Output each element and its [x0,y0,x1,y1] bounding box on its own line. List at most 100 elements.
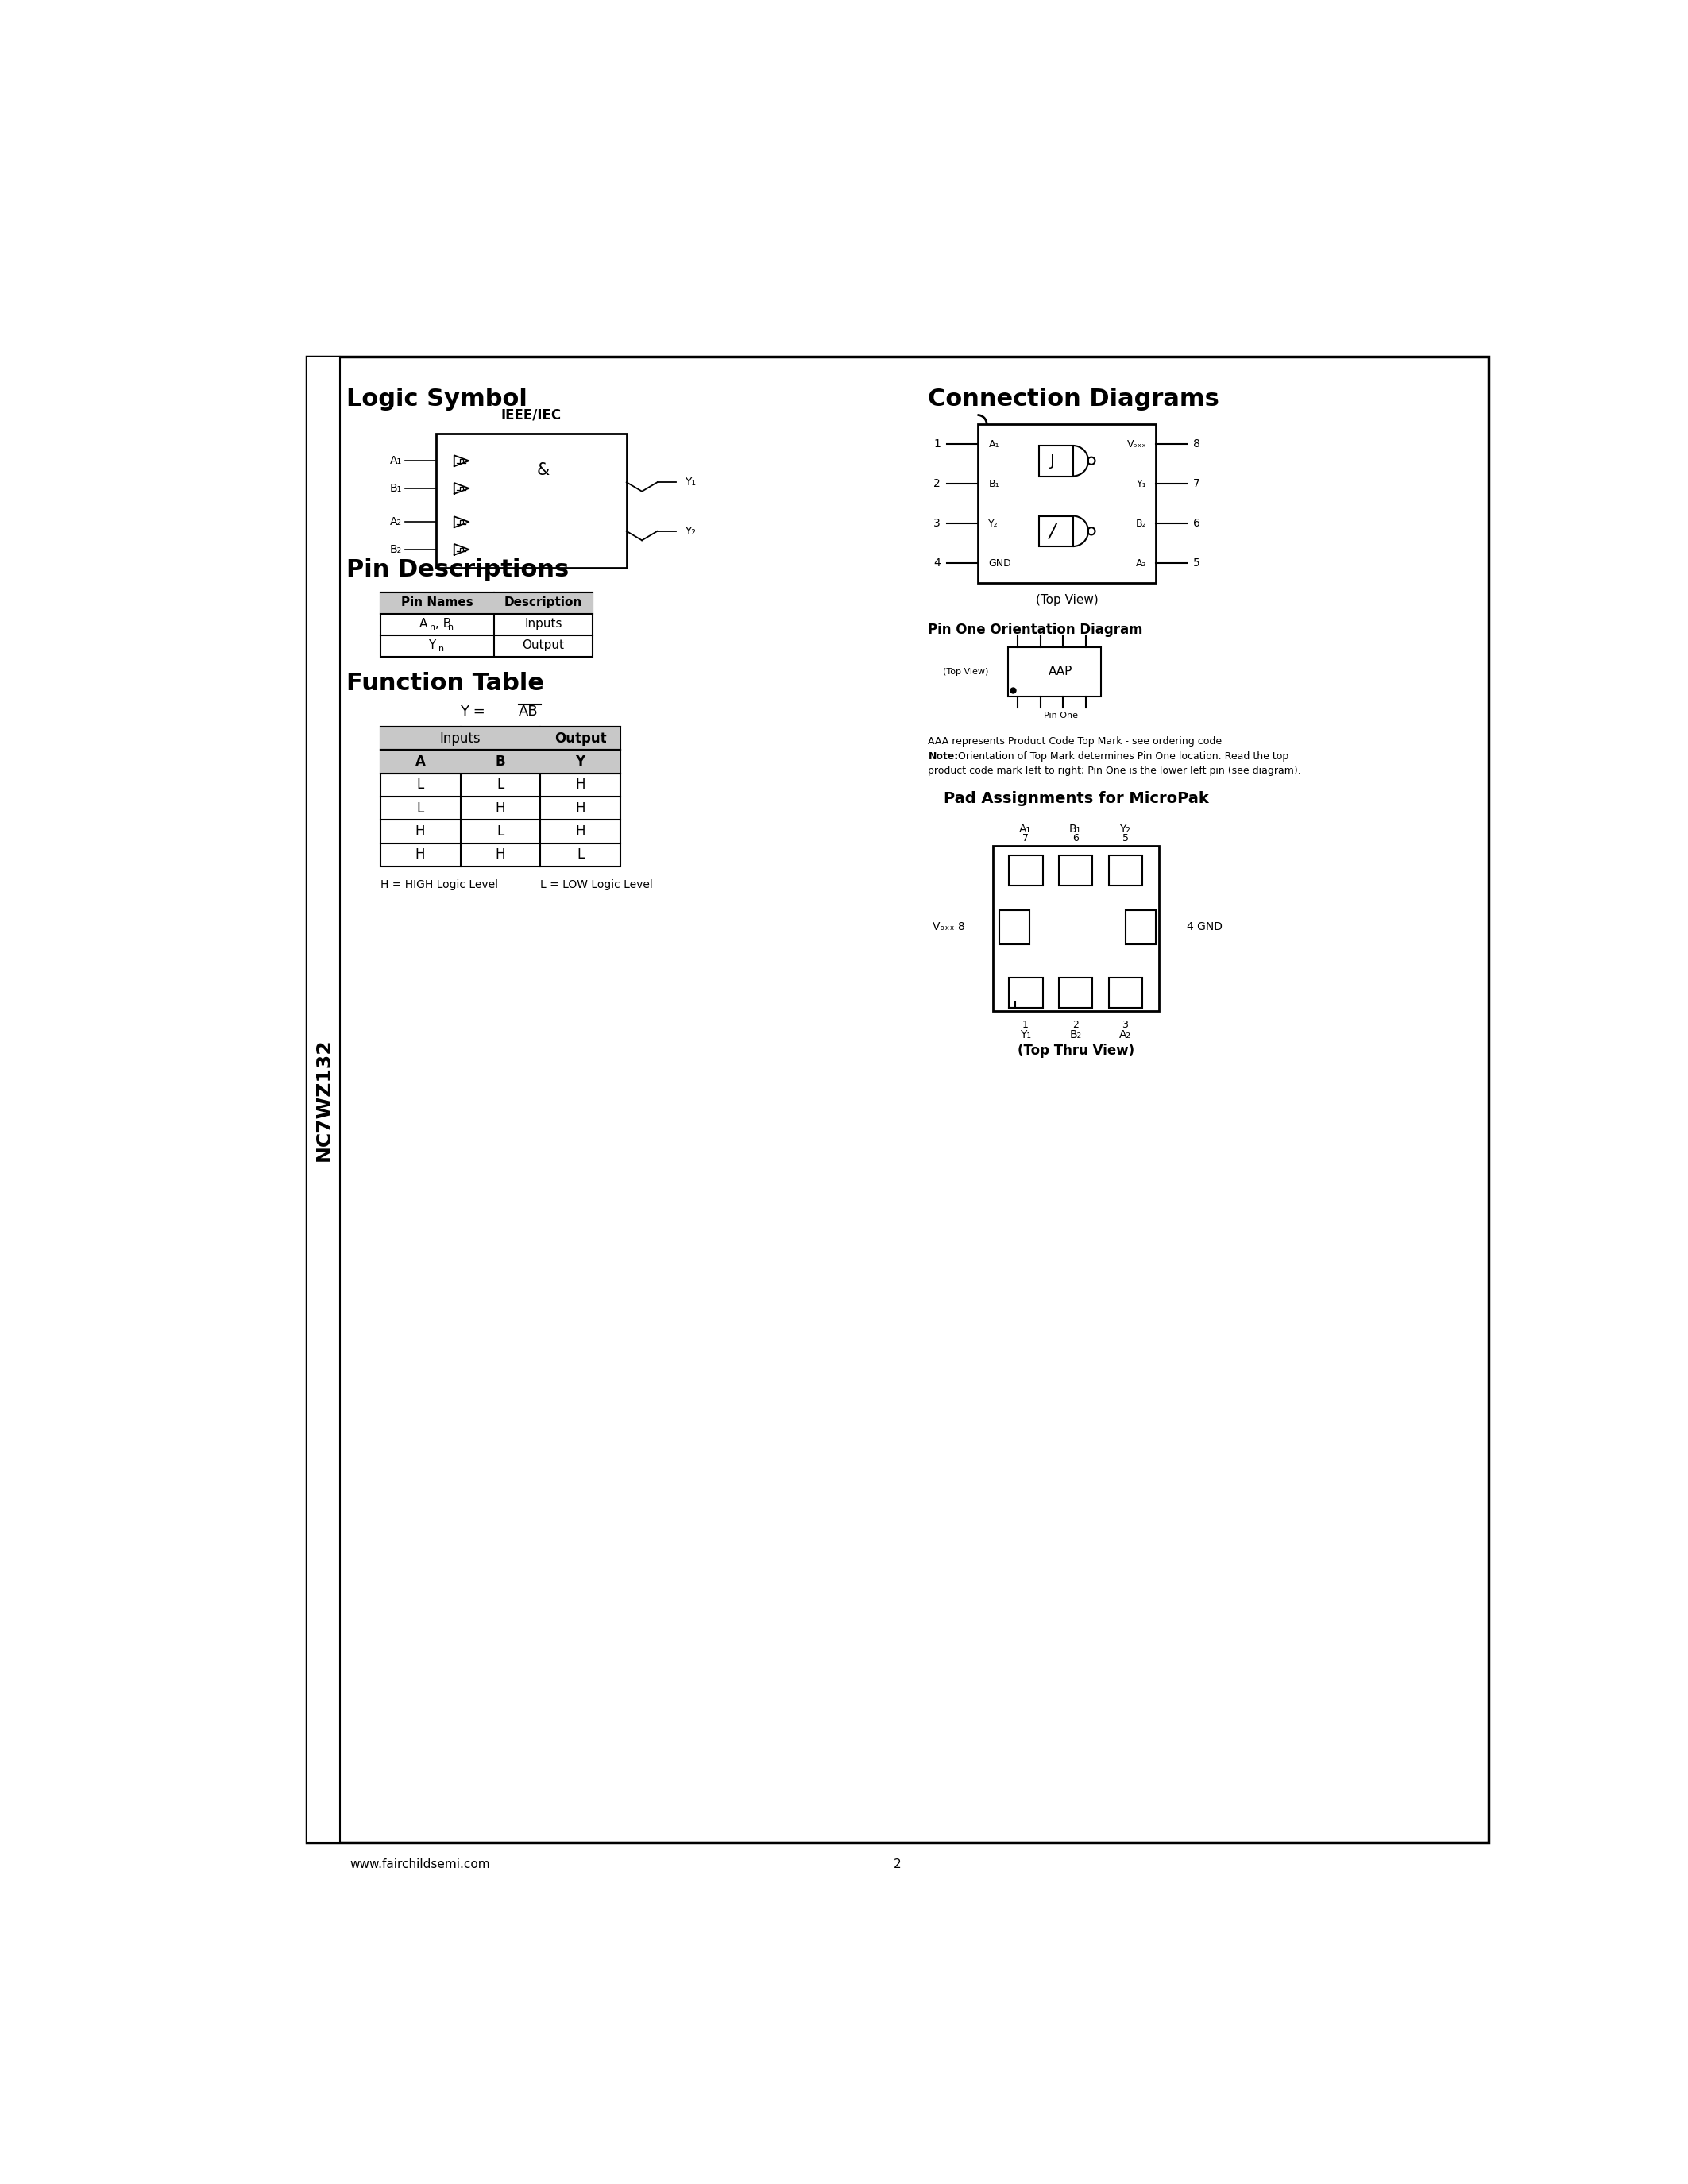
Text: 1: 1 [933,439,940,450]
Text: B₂: B₂ [390,544,402,555]
Text: www.fairchildsemi.com: www.fairchildsemi.com [349,1859,490,1870]
Text: Vₒₓₓ 8: Vₒₓₓ 8 [933,922,966,933]
Text: Output: Output [554,732,606,745]
Text: B₁: B₁ [1069,823,1082,834]
Text: H: H [576,778,586,793]
Text: Orientation of Top Mark determines Pin One location. Read the top: Orientation of Top Mark determines Pin O… [955,751,1288,762]
Bar [999,911,1030,943]
Text: L: L [496,823,505,839]
Text: B₁: B₁ [989,478,999,489]
Text: NC7WZ132: NC7WZ132 [314,1037,333,1162]
Text: Y₁: Y₁ [1020,1029,1031,1040]
Text: Y₂: Y₂ [989,518,999,529]
Text: Inputs: Inputs [525,618,562,629]
Text: L: L [417,802,424,815]
Bar [1009,856,1043,887]
Text: H: H [495,847,505,863]
Text: 4 GND: 4 GND [1187,922,1222,933]
Text: n: n [429,622,436,631]
Text: product code mark left to right; Pin One is the lower left pin (see diagram).: product code mark left to right; Pin One… [928,764,1301,775]
Text: 2: 2 [893,1859,901,1870]
Text: H: H [415,823,425,839]
Bar [380,727,621,749]
Text: Pad Assignments for MicroPak: Pad Assignments for MicroPak [944,791,1209,806]
Text: A: A [415,753,425,769]
Text: Y₁: Y₁ [685,476,695,487]
Text: Pin One Orientation Diagram: Pin One Orientation Diagram [928,622,1143,638]
Text: A₂: A₂ [1119,1029,1131,1040]
Text: B₁: B₁ [390,483,402,494]
Text: A₁: A₁ [390,454,402,467]
Text: Y: Y [576,753,586,769]
Bar [1040,446,1074,476]
Text: 2: 2 [1072,1020,1079,1031]
Text: AAA represents Product Code Top Mark - see ordering code: AAA represents Product Code Top Mark - s… [928,736,1222,747]
Text: H: H [415,847,425,863]
Text: H: H [495,802,505,815]
Bar [1109,978,1143,1009]
Text: Note:: Note: [928,751,959,762]
Text: 6: 6 [1072,834,1079,843]
Text: n: n [447,622,454,631]
Text: B₂: B₂ [1069,1029,1082,1040]
Text: GND: GND [989,559,1011,568]
Text: Y₁: Y₁ [1136,478,1146,489]
Text: (Top View): (Top View) [1035,594,1097,607]
Text: IEEE/IEC: IEEE/IEC [501,408,562,422]
Text: A₂: A₂ [1136,559,1146,568]
Text: 3: 3 [1123,1020,1128,1031]
Text: 4: 4 [933,557,940,568]
Text: H: H [576,823,586,839]
Bar [1008,646,1101,697]
Text: &: & [537,463,550,478]
Text: L: L [417,778,424,793]
Bar [380,727,621,867]
Bar [436,432,626,568]
Bar [993,845,1160,1011]
Text: /: / [1050,522,1057,542]
Text: Y₂: Y₂ [685,526,695,537]
Bar [1126,911,1156,943]
Text: A₁: A₁ [1020,823,1031,834]
Text: Function Table: Function Table [346,673,544,695]
Text: Pin Descriptions: Pin Descriptions [346,559,569,581]
Text: 7: 7 [1023,834,1028,843]
Text: Output: Output [522,640,564,651]
Text: AAP: AAP [1048,666,1072,677]
Text: Inputs: Inputs [441,732,481,745]
Bar [380,749,621,773]
Text: H = HIGH Logic Level: H = HIGH Logic Level [380,878,498,891]
Text: Y₂: Y₂ [1119,823,1131,834]
Text: 2: 2 [933,478,940,489]
Text: 5: 5 [1123,834,1128,843]
Text: 6: 6 [1193,518,1200,529]
Bar [1009,978,1043,1009]
Text: A₁: A₁ [989,439,999,450]
Text: , B: , B [436,618,452,629]
Text: Description: Description [505,596,582,609]
Text: Y =: Y = [459,705,484,719]
Bar [1058,978,1092,1009]
Text: 1: 1 [1023,1020,1028,1031]
Text: Pin Names: Pin Names [400,596,473,609]
Text: Y: Y [429,640,436,651]
Text: 7: 7 [1193,478,1200,489]
Text: A: A [419,618,427,629]
Bar [380,592,592,614]
Bar [1040,515,1074,546]
Text: L: L [577,847,584,863]
Text: (Top View): (Top View) [944,668,989,675]
Text: B: B [495,753,505,769]
Text: 8: 8 [1193,439,1200,450]
Text: Logic Symbol: Logic Symbol [346,387,527,411]
Text: A₂: A₂ [390,515,402,529]
Bar [307,356,341,1843]
Text: B₂: B₂ [1136,518,1146,529]
Text: Pin One: Pin One [1043,712,1077,721]
Text: L = LOW Logic Level: L = LOW Logic Level [540,878,653,891]
Text: AB: AB [518,705,538,719]
Text: H: H [576,802,586,815]
Text: Connection Diagrams: Connection Diagrams [928,387,1220,411]
Text: n: n [439,644,444,653]
Text: 3: 3 [933,518,940,529]
